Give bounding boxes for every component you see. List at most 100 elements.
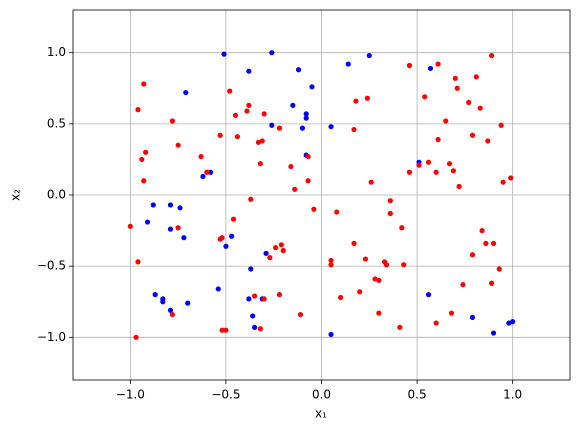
point <box>215 286 221 292</box>
x-tick-label: 0.0 <box>312 388 331 402</box>
point <box>221 51 227 57</box>
point <box>278 242 284 248</box>
point <box>295 67 302 73</box>
point <box>251 324 258 330</box>
point <box>452 75 458 81</box>
point-layer <box>127 50 516 340</box>
point <box>250 313 256 319</box>
point <box>469 252 476 258</box>
point <box>328 331 334 338</box>
point <box>246 296 252 302</box>
point <box>450 168 456 174</box>
point <box>328 124 334 130</box>
point <box>248 266 254 272</box>
point <box>255 139 262 145</box>
y-tick-label: 0.5 <box>47 116 66 130</box>
x-tick-label: 0.5 <box>408 388 427 402</box>
point <box>454 85 460 91</box>
point <box>433 320 439 326</box>
point <box>177 205 183 211</box>
point <box>477 105 483 111</box>
point <box>383 262 390 268</box>
point <box>460 282 466 288</box>
point <box>351 240 357 246</box>
point <box>387 198 393 204</box>
point <box>311 206 317 212</box>
point <box>135 259 141 265</box>
point <box>200 173 206 180</box>
point <box>261 296 267 302</box>
point <box>328 257 334 264</box>
y-tick-label: 1.0 <box>47 45 66 59</box>
point <box>387 210 393 217</box>
point <box>496 266 502 272</box>
y-tick-label: 0.0 <box>47 188 66 202</box>
point <box>479 227 485 234</box>
point <box>246 68 252 74</box>
x-tick-label: −0.5 <box>211 388 240 402</box>
x-tick-label: −1.0 <box>116 388 145 402</box>
point <box>219 327 225 333</box>
point <box>175 142 181 148</box>
point <box>305 153 311 160</box>
point <box>135 107 141 113</box>
point <box>422 94 428 100</box>
point <box>223 327 229 333</box>
point <box>406 169 413 175</box>
point <box>406 62 413 69</box>
grid-layer <box>73 10 570 380</box>
point <box>269 122 275 128</box>
point <box>397 324 403 330</box>
point <box>261 111 267 117</box>
point <box>204 169 210 175</box>
point <box>144 219 151 225</box>
point <box>276 125 283 131</box>
point <box>443 118 449 124</box>
point <box>448 310 455 316</box>
point <box>303 115 309 121</box>
point <box>133 334 139 340</box>
point <box>425 292 432 298</box>
point <box>208 169 214 175</box>
point <box>257 161 263 167</box>
point <box>334 209 340 215</box>
point <box>141 81 147 87</box>
point <box>297 311 304 318</box>
point <box>127 223 133 229</box>
point <box>435 61 441 67</box>
point <box>150 202 156 208</box>
point <box>183 89 189 96</box>
point <box>143 149 149 155</box>
point <box>229 233 235 239</box>
point <box>362 256 369 262</box>
point <box>433 169 439 175</box>
point <box>217 236 223 242</box>
point <box>267 255 273 261</box>
point <box>167 226 174 232</box>
point <box>366 52 372 59</box>
point <box>251 293 258 299</box>
point <box>490 330 497 336</box>
point <box>269 50 275 56</box>
point <box>368 179 374 185</box>
point <box>489 280 495 286</box>
point <box>425 159 432 165</box>
point <box>456 183 462 190</box>
point <box>303 111 309 117</box>
point <box>399 225 405 231</box>
point <box>364 95 370 101</box>
point <box>198 153 204 160</box>
point <box>299 125 305 131</box>
point <box>446 161 453 167</box>
point <box>357 289 363 295</box>
y-tick-label: −0.5 <box>37 259 66 273</box>
point <box>309 84 315 90</box>
point <box>466 99 472 106</box>
point <box>223 243 229 249</box>
point <box>185 300 191 306</box>
point <box>401 262 407 268</box>
point <box>416 162 422 168</box>
point <box>160 299 166 305</box>
x-tick-label: 1.0 <box>503 388 522 402</box>
